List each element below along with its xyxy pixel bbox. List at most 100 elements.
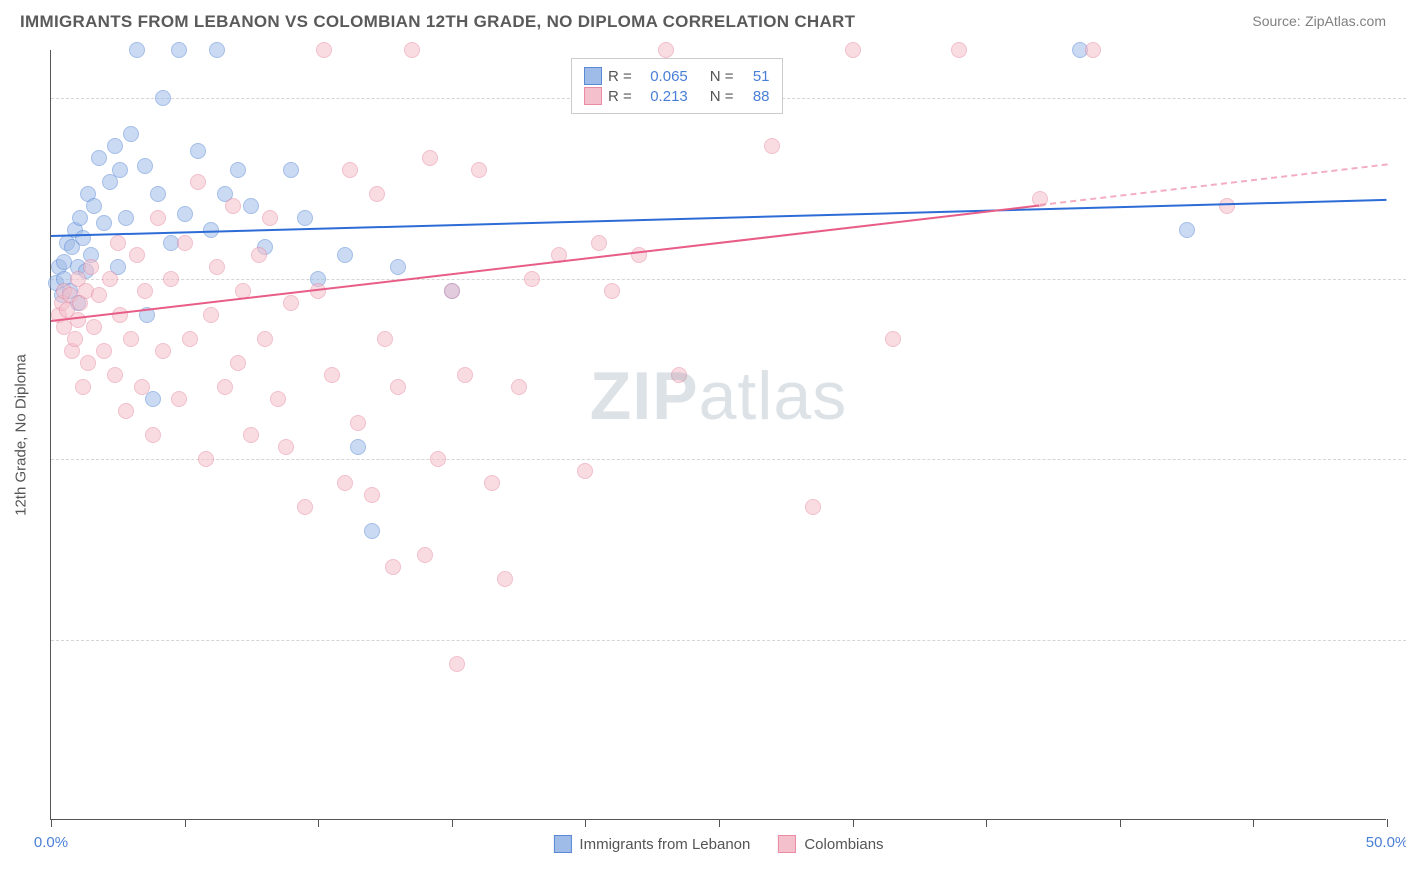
scatter-point: [524, 271, 540, 287]
scatter-point: [145, 427, 161, 443]
scatter-point: [230, 162, 246, 178]
scatter-point: [155, 343, 171, 359]
scatter-point: [337, 475, 353, 491]
scatter-point: [145, 391, 161, 407]
scatter-point: [118, 403, 134, 419]
scatter-point: [604, 283, 620, 299]
scatter-point: [230, 355, 246, 371]
scatter-point: [107, 138, 123, 154]
scatter-point: [497, 571, 513, 587]
scatter-point: [270, 391, 286, 407]
scatter-point: [91, 287, 107, 303]
scatter-point: [350, 415, 366, 431]
x-tick: [1253, 819, 1254, 827]
x-tick: [51, 819, 52, 827]
scatter-point: [110, 235, 126, 251]
x-tick: [1120, 819, 1121, 827]
r-value: 0.065: [638, 68, 688, 85]
scatter-point: [377, 331, 393, 347]
scatter-point: [471, 162, 487, 178]
n-value: 88: [740, 88, 770, 105]
scatter-point: [404, 42, 420, 58]
series-legend: Immigrants from Lebanon Colombians: [553, 835, 883, 853]
scatter-point: [96, 343, 112, 359]
legend-series-item: Colombians: [778, 835, 883, 853]
source-label: Source:: [1252, 13, 1300, 29]
scatter-point: [96, 215, 112, 231]
x-tick: [986, 819, 987, 827]
scatter-point: [350, 439, 366, 455]
scatter-point: [631, 247, 647, 263]
scatter-point: [80, 355, 96, 371]
scatter-point: [484, 475, 500, 491]
scatter-point: [764, 138, 780, 154]
scatter-point: [217, 379, 233, 395]
chart-title: IMMIGRANTS FROM LEBANON VS COLOMBIAN 12T…: [20, 12, 855, 32]
scatter-point: [112, 307, 128, 323]
scatter-point: [67, 331, 83, 347]
scatter-point: [225, 198, 241, 214]
scatter-point: [885, 331, 901, 347]
x-tick: [853, 819, 854, 827]
scatter-point: [364, 487, 380, 503]
scatter-point: [86, 198, 102, 214]
scatter-point: [430, 451, 446, 467]
scatter-point: [283, 295, 299, 311]
scatter-point: [385, 559, 401, 575]
scatter-point: [1179, 222, 1195, 238]
scatter-point: [262, 210, 278, 226]
correlation-legend: R =0.065N =51R =0.213N =88: [571, 58, 783, 114]
scatter-point: [137, 283, 153, 299]
scatter-point: [417, 547, 433, 563]
scatter-point: [390, 379, 406, 395]
legend-swatch: [778, 835, 796, 853]
scatter-point: [845, 42, 861, 58]
scatter-point: [209, 42, 225, 58]
x-tick-label: 0.0%: [34, 834, 68, 851]
source-value: ZipAtlas.com: [1305, 13, 1386, 29]
scatter-point: [75, 230, 91, 246]
scatter-point: [150, 186, 166, 202]
scatter-point: [324, 367, 340, 383]
source-attribution: Source: ZipAtlas.com: [1252, 13, 1386, 31]
legend-stat-row: R =0.065N =51: [584, 67, 770, 85]
gridline: [51, 279, 1406, 280]
legend-stat-row: R =0.213N =88: [584, 87, 770, 105]
scatter-point: [316, 42, 332, 58]
scatter-point: [257, 331, 273, 347]
scatter-point: [137, 158, 153, 174]
legend-swatch: [584, 67, 602, 85]
scatter-point: [591, 235, 607, 251]
x-tick: [318, 819, 319, 827]
y-axis-label: 12th Grade, No Diploma: [13, 354, 30, 516]
scatter-point: [390, 259, 406, 275]
scatter-point: [577, 463, 593, 479]
scatter-point: [129, 247, 145, 263]
scatter-point: [123, 126, 139, 142]
r-label: R =: [608, 68, 632, 85]
scatter-point: [163, 271, 179, 287]
scatter-point: [155, 90, 171, 106]
scatter-point: [134, 379, 150, 395]
scatter-point: [369, 186, 385, 202]
scatter-point: [123, 331, 139, 347]
scatter-point: [83, 259, 99, 275]
n-value: 51: [740, 68, 770, 85]
scatter-point: [203, 307, 219, 323]
scatter-point: [658, 42, 674, 58]
x-tick: [452, 819, 453, 827]
scatter-point: [444, 283, 460, 299]
scatter-point: [177, 235, 193, 251]
scatter-point: [511, 379, 527, 395]
scatter-point: [107, 367, 123, 383]
scatter-point: [297, 499, 313, 515]
scatter-point: [171, 42, 187, 58]
scatter-point: [422, 150, 438, 166]
scatter-point: [243, 427, 259, 443]
scatter-point: [102, 271, 118, 287]
gridline: [51, 459, 1406, 460]
legend-series-item: Immigrants from Lebanon: [553, 835, 750, 853]
scatter-point: [251, 247, 267, 263]
scatter-point: [177, 206, 193, 222]
scatter-point: [278, 439, 294, 455]
